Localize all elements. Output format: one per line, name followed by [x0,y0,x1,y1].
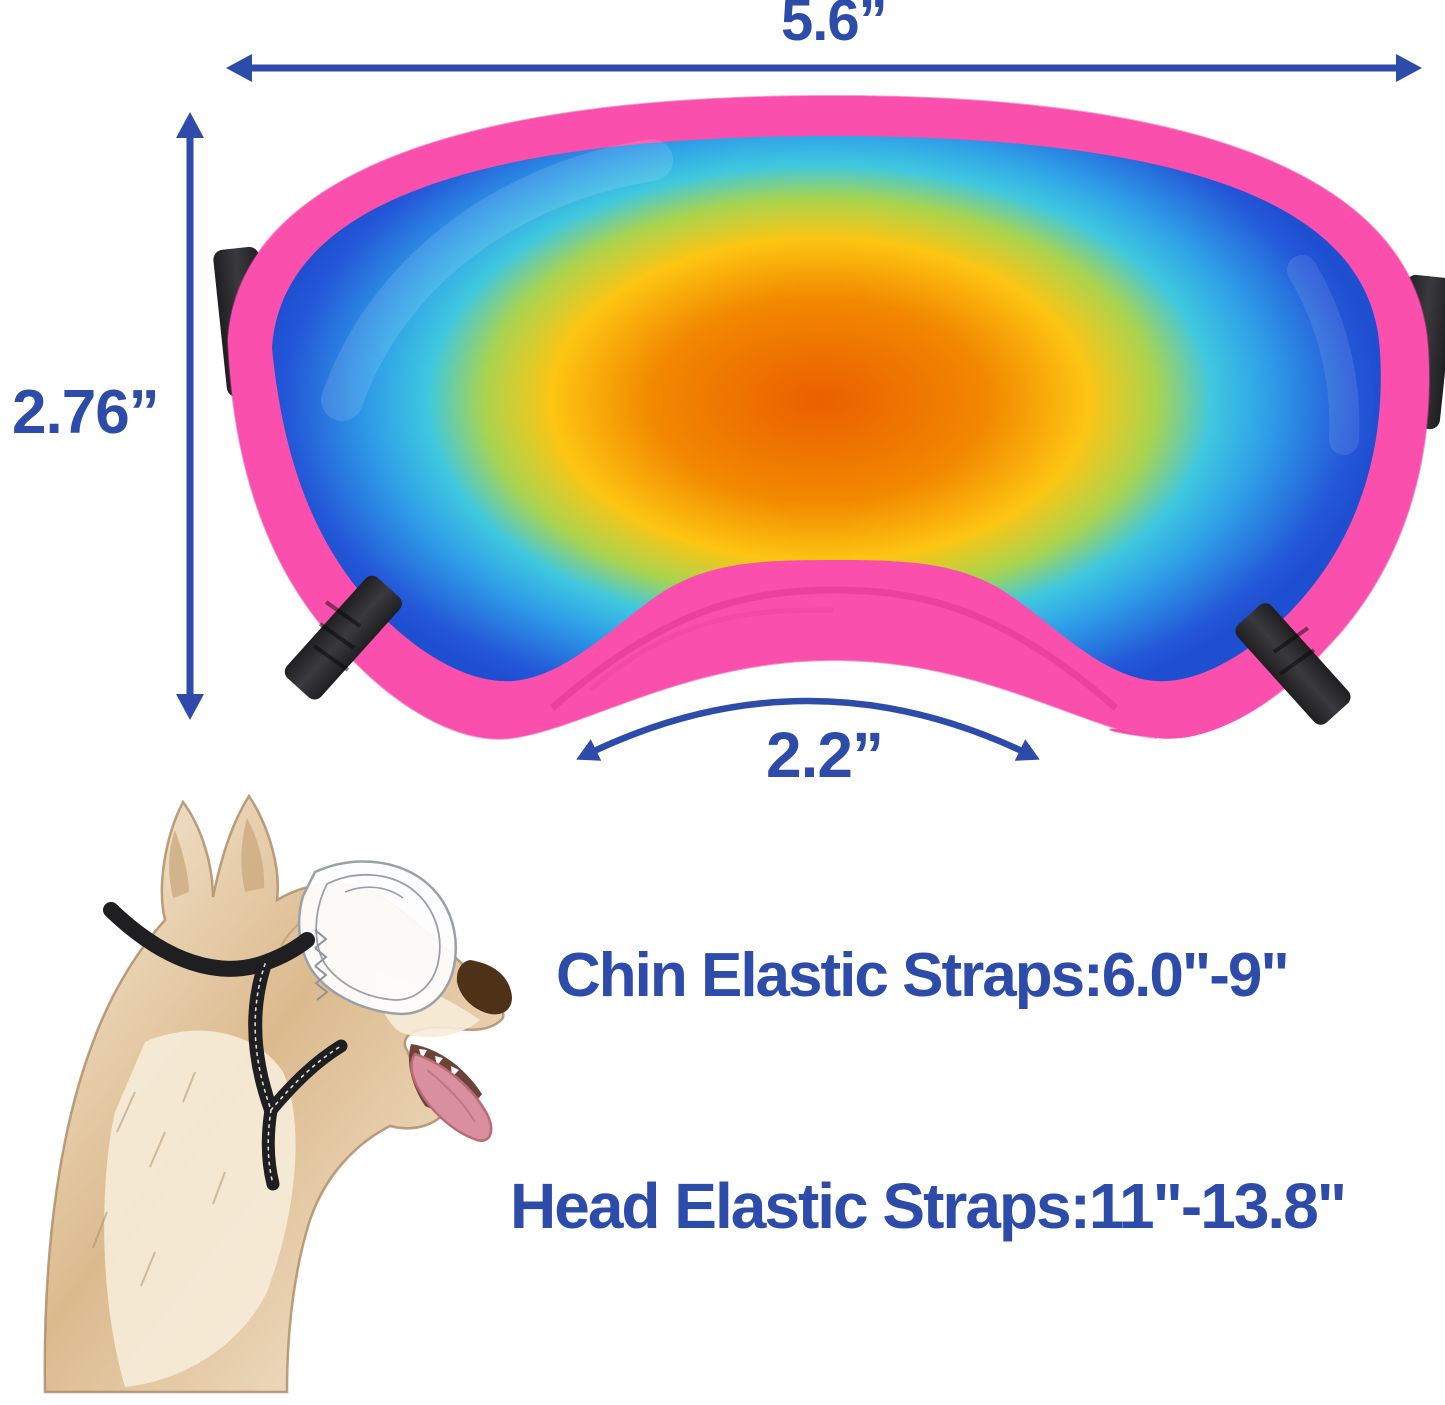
strap-clip-bottom-left [284,575,402,700]
dog-head-strap [103,902,315,977]
goggle-nose-bridge-ridge [549,586,1119,711]
chin-strap-spec-text: Chin Elastic Straps:6.0"-9" [556,941,1290,1010]
width-dimension-arrow [226,54,1422,82]
dog-chin-strap [248,957,348,1191]
height-dimension-label: 2.76” [12,378,160,447]
height-dimension-arrow [176,112,204,720]
head-strap-spec-text: Head Elastic Straps:11"-13.8" [510,1170,1347,1242]
width-dimension-label: 5.6” [781,0,888,53]
dog-nose [456,960,512,1015]
strap-clip-bottom-right [1235,603,1351,725]
nose-bridge-dimension-arrow [576,697,1040,761]
goggle-lens [272,136,1381,682]
dog-tongue [410,1052,493,1142]
dog-goggles-product-image [213,94,1445,740]
nose-bridge-dimension-label: 2.2” [766,719,884,791]
dog-wearing-goggles-illustration [43,793,512,1394]
dog-goggle-sketch [297,860,457,1016]
